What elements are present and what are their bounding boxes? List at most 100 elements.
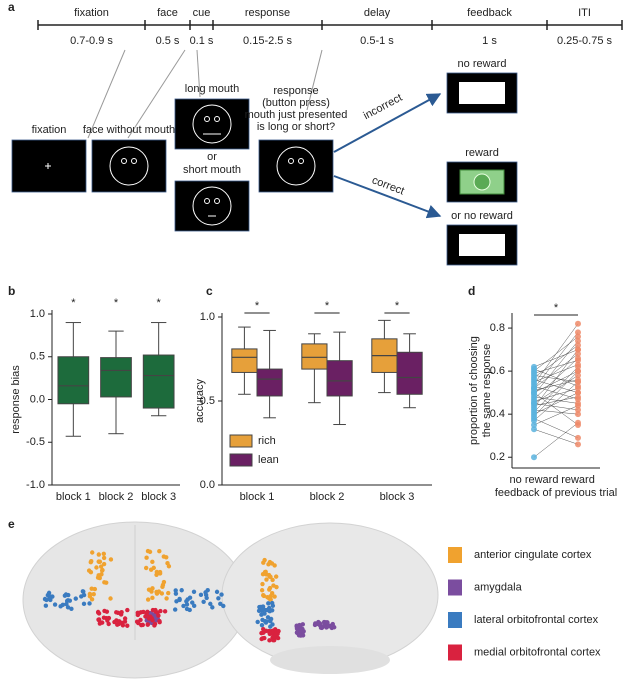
electrode	[259, 612, 264, 617]
electrode	[149, 589, 154, 594]
significance-star: *	[114, 297, 119, 309]
electrode	[79, 594, 84, 599]
significance-star: *	[554, 302, 559, 314]
electrode	[115, 622, 120, 627]
legend-swatch	[448, 612, 462, 628]
electrode	[216, 596, 221, 601]
arrow	[333, 175, 442, 219]
y-axis-label: proportion of choosing	[468, 336, 480, 445]
x-axis-label: feedback of previous trial	[495, 487, 617, 499]
eye	[204, 198, 210, 204]
electrode	[81, 601, 87, 607]
electrode	[326, 624, 331, 629]
point	[531, 363, 537, 370]
electrode	[150, 607, 156, 613]
electrode	[101, 555, 107, 561]
electrode	[108, 557, 114, 562]
panel-label: d	[468, 284, 475, 298]
electrode	[275, 635, 281, 641]
electrode	[114, 610, 119, 615]
response-screen	[258, 139, 334, 193]
phase-name: fixation	[74, 7, 109, 19]
subject-line	[533, 345, 579, 378]
subject-line	[533, 336, 579, 372]
point	[575, 411, 581, 418]
electrode	[214, 589, 220, 595]
short-mouth-screen	[174, 180, 250, 232]
electrode	[144, 555, 149, 560]
electrode	[119, 620, 125, 626]
electrode	[156, 589, 162, 594]
significance-star: *	[325, 300, 330, 312]
point	[531, 385, 537, 392]
x-tick-label: block 2	[99, 491, 134, 503]
legend-label: amygdala	[474, 581, 523, 593]
significance-star: *	[255, 300, 260, 312]
electrode	[47, 596, 53, 602]
electrode	[315, 621, 320, 627]
electrode	[268, 574, 273, 580]
subject-line	[533, 379, 579, 393]
electrode	[89, 558, 94, 564]
point	[575, 406, 581, 413]
point	[575, 421, 581, 428]
electrode	[273, 574, 279, 579]
electrode	[150, 559, 155, 565]
electrode	[97, 621, 103, 626]
electrode	[157, 549, 162, 554]
subject-line	[533, 353, 579, 389]
phase-duration: 0.15-2.5 s	[243, 35, 292, 47]
x-tick-label: block 2	[310, 491, 345, 503]
phase-name: delay	[364, 7, 391, 19]
electrode	[119, 609, 124, 615]
electrode	[267, 585, 273, 591]
electrode	[148, 567, 154, 572]
electrode	[101, 551, 106, 557]
eye	[204, 116, 210, 122]
eye	[288, 158, 294, 164]
electrode	[259, 588, 265, 593]
electrode	[210, 605, 215, 610]
electrode	[297, 632, 302, 637]
electrode	[208, 601, 213, 607]
electrode	[272, 637, 277, 643]
legend-label: anterior cingulate cortex	[474, 549, 592, 561]
electrode	[270, 577, 275, 583]
electrode	[318, 625, 324, 630]
electrode	[274, 584, 279, 590]
y-tick-label: 0.2	[490, 451, 505, 463]
electrode	[173, 591, 179, 596]
electrode	[173, 588, 178, 593]
electrode	[179, 588, 184, 593]
point	[575, 389, 581, 396]
subject-line	[533, 375, 579, 383]
electrode	[164, 555, 169, 560]
electrode	[125, 607, 130, 613]
screen-label: face without mouth	[83, 124, 175, 136]
point	[575, 350, 581, 357]
subject-line	[533, 385, 579, 400]
point	[531, 413, 537, 420]
electrode	[140, 622, 146, 628]
subject-line	[533, 396, 579, 404]
screen-label: long mouth	[185, 83, 239, 95]
box	[301, 343, 328, 370]
electrode	[100, 567, 105, 573]
electrode	[166, 590, 171, 596]
eye	[298, 158, 304, 164]
point	[575, 368, 581, 375]
electrode	[260, 617, 265, 623]
electrode	[255, 619, 260, 625]
box	[142, 354, 175, 409]
electrode	[81, 589, 86, 594]
screen-label: no reward	[458, 58, 507, 70]
electrode	[329, 624, 335, 629]
electrode	[90, 550, 95, 555]
panel-label: a	[8, 0, 15, 14]
electrode	[300, 622, 306, 627]
face	[276, 146, 316, 186]
point	[531, 400, 537, 407]
electrode	[46, 590, 52, 596]
electrode	[185, 597, 190, 602]
electrode	[138, 617, 143, 623]
